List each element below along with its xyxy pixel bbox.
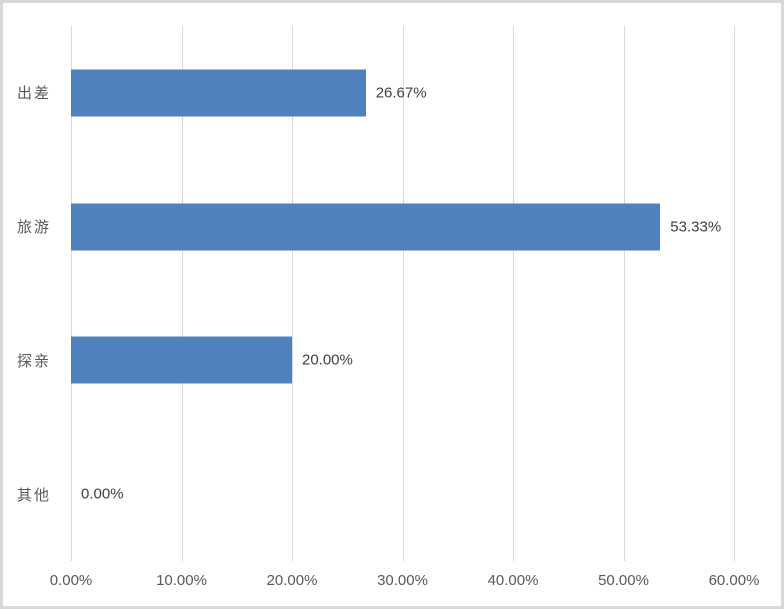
data-label: 53.33% xyxy=(670,218,722,236)
x-tick-label: 30.00% xyxy=(377,572,428,589)
gridline xyxy=(623,26,625,561)
gridline xyxy=(402,26,404,561)
x-tick-label: 10.00% xyxy=(156,572,207,589)
bar xyxy=(71,336,292,384)
category-label: 出差 xyxy=(16,85,51,103)
x-tick-label: 50.00% xyxy=(598,572,649,589)
gridline xyxy=(513,26,514,561)
x-tick-label: 20.00% xyxy=(266,572,318,589)
bar-row: 53.33% xyxy=(71,160,734,294)
bar-row: 20.00% xyxy=(71,294,734,428)
x-tick-label: 0.00% xyxy=(49,572,93,589)
data-label: 26.67% xyxy=(375,84,427,102)
category-label: 探亲 xyxy=(16,352,51,370)
category-label: 其他 xyxy=(16,486,51,504)
data-label: 20.00% xyxy=(301,351,353,369)
category-label: 旅游 xyxy=(16,219,51,237)
value-axis: 0.00% 10.00% 20.00% 30.00% 40.00% 50.00% 60.00… xyxy=(50,572,760,596)
x-tick-label: 60.00% xyxy=(708,572,760,589)
bar xyxy=(71,203,661,251)
bar-row: 0.00% xyxy=(71,427,734,561)
plot-area: 26.67% 53.33% 20.00% 0.00% xyxy=(71,26,735,561)
x-tick-label: 40.00% xyxy=(487,572,539,589)
bar-row: 26.67% xyxy=(71,26,734,160)
gridline xyxy=(292,26,293,561)
gridline xyxy=(181,26,183,561)
bar xyxy=(71,69,366,117)
gridline xyxy=(71,26,72,561)
data-label: 0.00% xyxy=(81,485,124,503)
gridline xyxy=(734,26,735,561)
category-axis: 出差 旅游 探亲 其他 xyxy=(3,26,65,561)
